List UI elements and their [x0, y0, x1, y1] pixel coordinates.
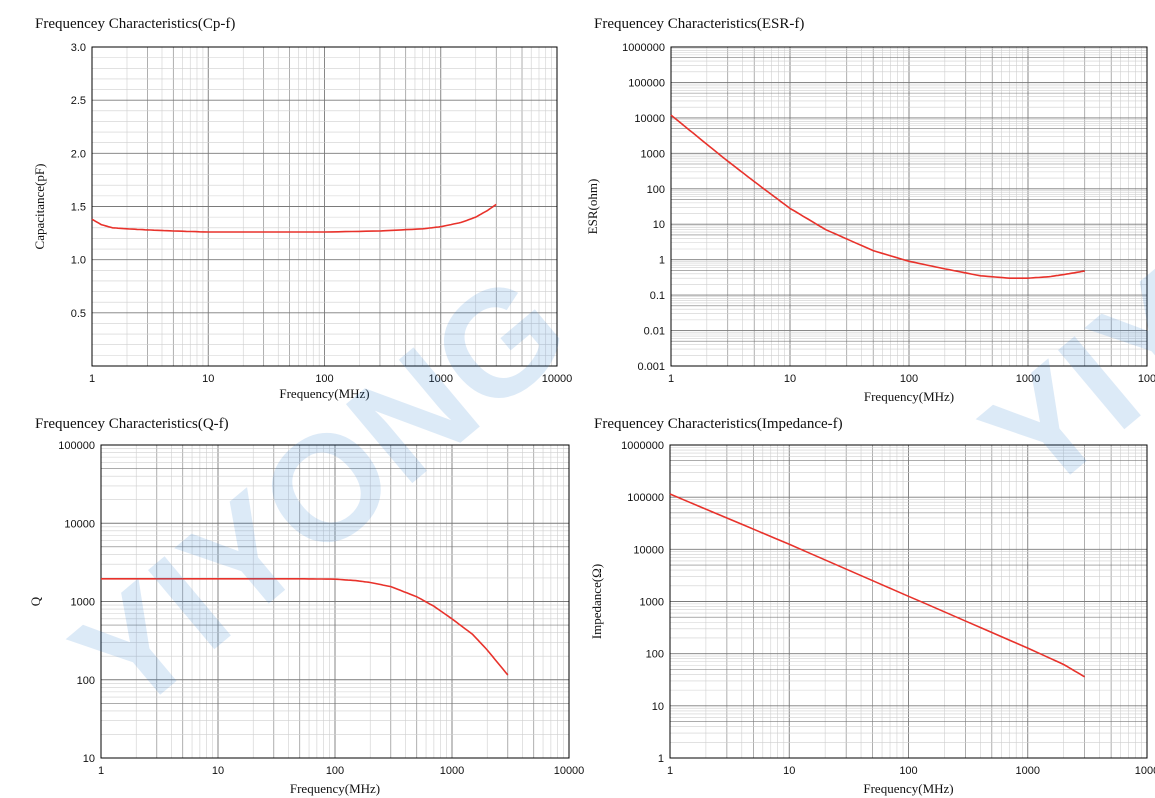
x-tick-label: 1	[98, 765, 104, 777]
x-tick-label: 1000	[1016, 373, 1040, 385]
plot-frame	[669, 444, 1148, 759]
y-tick-label: 0.001	[637, 361, 665, 373]
x-tick-label: 1	[667, 765, 673, 777]
y-tick-label: 2.5	[71, 95, 86, 107]
chart-title: Frequencey Characteristics(ESR-f)	[594, 16, 804, 32]
series-line-0	[669, 493, 1085, 678]
chart-panel-2: Frequencey Characteristics(Q-f)1 10 100 100…	[28, 416, 584, 796]
chart-panel-0: Frequencey Characteristics(Cp-f) 1 10 100 10…	[32, 16, 572, 401]
plot-frame	[91, 46, 558, 367]
y-tick-label: 10	[652, 701, 664, 713]
x-axis-label: Frequency(MHz)	[863, 781, 953, 796]
x-axis-label: Frequency(MHz)	[290, 781, 380, 796]
y-tick-label: 10	[653, 219, 665, 231]
y-tick-label: 0.1	[650, 290, 665, 302]
y-axis-label: Capacitance(pF)	[32, 164, 47, 250]
x-axis-label: Frequency(MHz)	[279, 386, 369, 401]
x-tick-label: 1000	[1016, 765, 1040, 777]
x-tick-label: 100	[1138, 373, 1155, 385]
x-tick-label: 10000	[554, 765, 585, 777]
y-tick-label: 100000	[627, 492, 664, 504]
x-tick-label: 1000	[429, 373, 453, 385]
y-tick-label: 2.0	[71, 148, 86, 160]
chart-title: Frequencey Characteristics(Cp-f)	[35, 16, 235, 32]
y-tick-label: 0.5	[71, 308, 86, 320]
x-tick-label: 100	[315, 373, 333, 385]
y-axis-label: ESR(ohm)	[585, 179, 600, 235]
y-tick-label: 1.0	[71, 255, 86, 267]
y-tick-label: 1000000	[621, 440, 664, 452]
y-axis-label: Impedance(Ω)	[589, 564, 604, 639]
x-tick-label: 10	[784, 373, 796, 385]
y-tick-label: 100	[77, 675, 95, 687]
y-tick-label: 100000	[628, 77, 665, 89]
y-tick-label: 1	[659, 255, 665, 267]
x-tick-label: 10	[202, 373, 214, 385]
x-tick-label: 100	[900, 373, 918, 385]
x-tick-label: 10	[212, 765, 224, 777]
y-tick-label: 3.0	[71, 42, 86, 54]
y-tick-label: 10000	[633, 544, 664, 556]
y-tick-label: 100	[647, 184, 665, 196]
x-tick-label: 100	[899, 765, 917, 777]
y-tick-label: 10000	[634, 113, 665, 125]
x-tick-label: 10	[783, 765, 795, 777]
x-tick-label: 1000	[1135, 765, 1155, 777]
series-line-0	[670, 114, 1085, 280]
y-tick-label: 100000	[58, 440, 95, 452]
plot-frame	[100, 444, 570, 759]
y-tick-label: 10	[83, 753, 95, 765]
y-tick-label: 0.01	[644, 326, 665, 338]
y-tick-label: 1	[658, 753, 664, 765]
chart-panel-1: Frequencey Characteristics(ESR-f) 1 10 100 1…	[585, 16, 1155, 404]
series-line-0	[91, 203, 497, 233]
x-tick-label: 10000	[542, 373, 573, 385]
y-tick-label: 1000000	[622, 42, 665, 54]
x-tick-label: 1	[668, 373, 674, 385]
y-tick-label: 100	[646, 649, 664, 661]
chart-title: Frequencey Characteristics(Impedance-f)	[594, 416, 843, 432]
x-tick-label: 1	[89, 373, 95, 385]
y-axis-label: Q	[28, 596, 43, 606]
y-tick-label: 1000	[71, 597, 95, 609]
x-tick-label: 1000	[440, 765, 464, 777]
x-axis-label: Frequency(MHz)	[864, 389, 954, 404]
y-tick-label: 1000	[641, 148, 665, 160]
chart-title: Frequencey Characteristics(Q-f)	[35, 416, 229, 432]
y-tick-label: 1.5	[71, 202, 86, 214]
series-line-0	[101, 577, 509, 676]
watermark-text: YIYONG	[43, 241, 598, 745]
y-tick-label: 1000	[640, 597, 664, 609]
x-tick-label: 100	[326, 765, 344, 777]
y-tick-label: 10000	[64, 518, 95, 530]
plot-frame	[670, 46, 1148, 367]
chart-panel-3: Frequencey Characteristics(Impedance-f) 1…	[589, 416, 1155, 796]
